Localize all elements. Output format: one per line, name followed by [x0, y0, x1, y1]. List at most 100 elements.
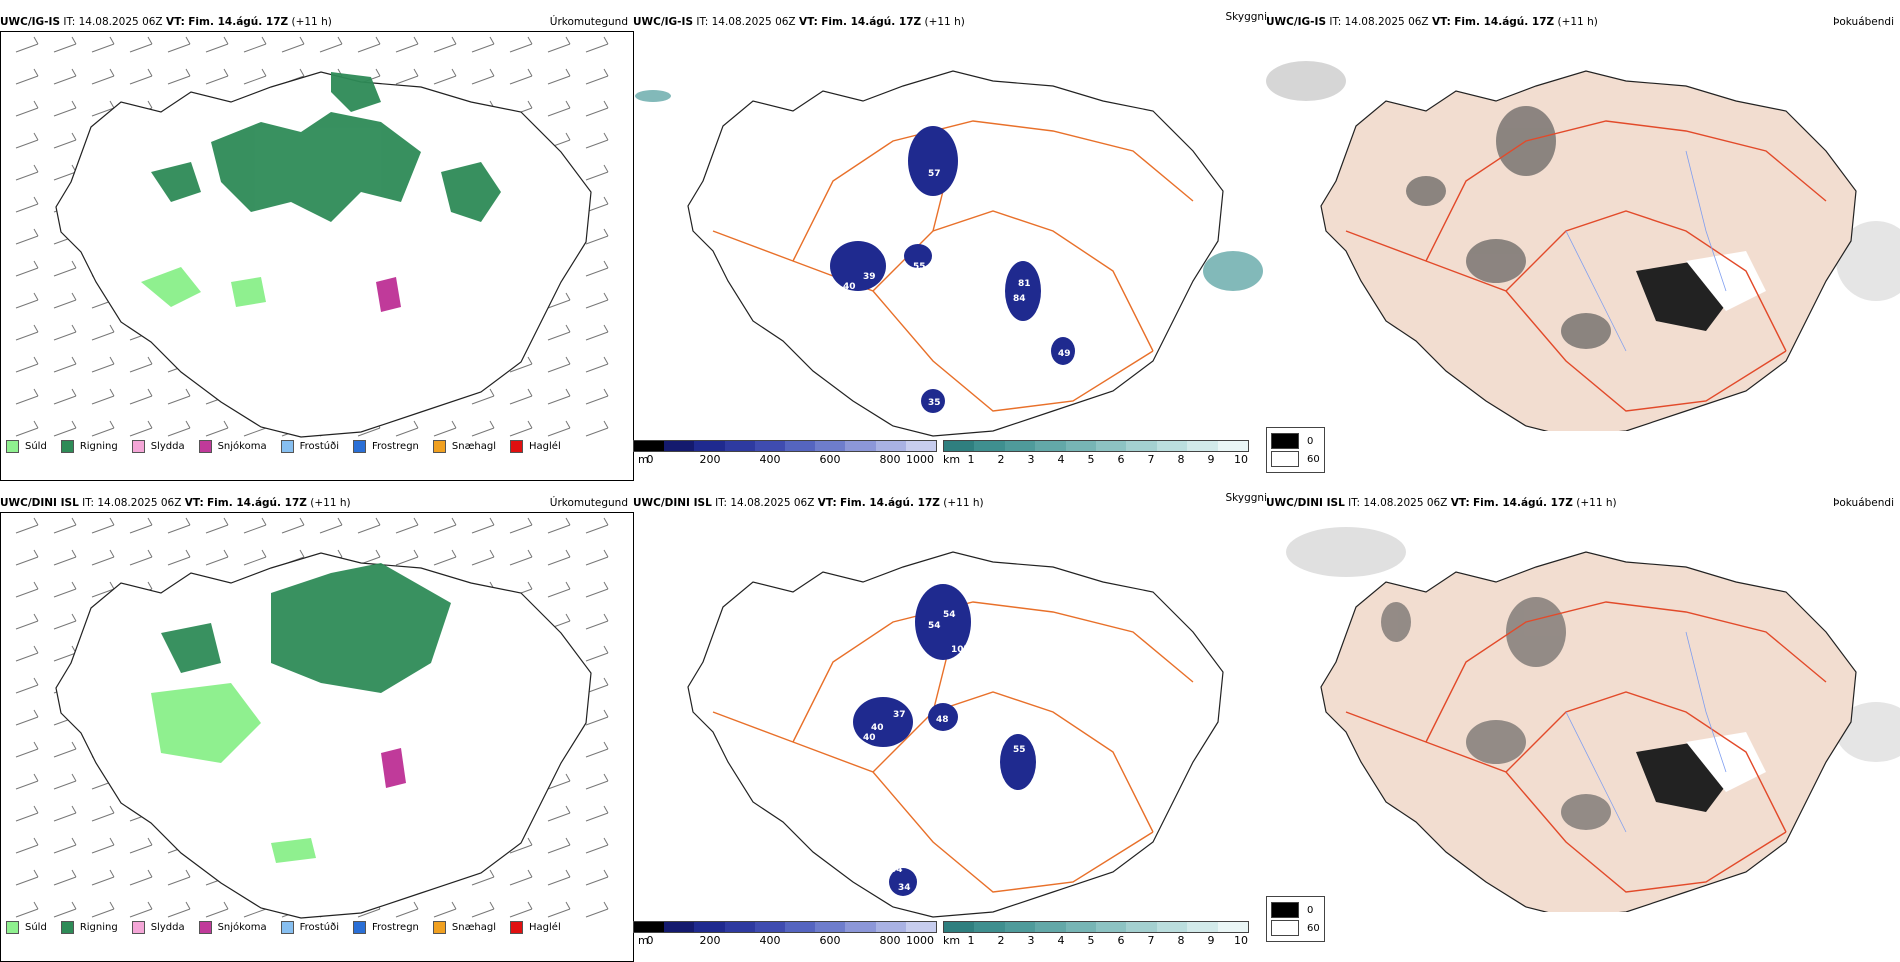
fog-indicator-label: Þokuábendi: [1833, 497, 1894, 509]
legend-item: Snæhagl: [432, 440, 496, 453]
legend-item: Haglél: [510, 440, 561, 453]
wind-barb: [15, 36, 39, 53]
wind-barb: [205, 36, 229, 53]
wind-barb: [319, 517, 343, 534]
wind-barb: [53, 517, 77, 534]
wind-barb: [15, 773, 39, 790]
wind-barb: [395, 517, 419, 534]
ceiling-colorbar: [633, 921, 937, 933]
wind-barb: [129, 901, 153, 918]
wind-barb: [91, 549, 115, 566]
wind-barb: [53, 388, 77, 405]
wind-barb: [585, 420, 609, 437]
wind-barb: [395, 901, 419, 918]
wind-barb: [547, 549, 571, 566]
fog-panel-top: UWC/IG-IS IT: 14.08.2025 06Z VT: Fim. 14…: [1266, 15, 1900, 473]
cloud-value-label: 54: [928, 621, 941, 631]
cloud-value-label: 49: [1058, 349, 1071, 359]
legend-item: Frostúði: [280, 440, 339, 453]
legend-item: Slydda: [131, 921, 185, 934]
wind-barb: [547, 773, 571, 790]
wind-barb: [15, 68, 39, 85]
wind-barb: [547, 837, 571, 854]
wind-barb: [585, 292, 609, 309]
low-cloud-areas: [853, 584, 1036, 896]
wind-barb: [53, 837, 77, 854]
legend-item: Rigning: [60, 440, 118, 453]
cloud-map: 54 54 107 37 40 40 48 55 54 34: [687, 551, 1224, 918]
wind-barb: [585, 741, 609, 758]
precip-legend: Súld Rigning Slydda Snjókoma Frostúði Fr…: [6, 921, 561, 934]
wind-barb: [547, 292, 571, 309]
wind-barb: [585, 164, 609, 181]
wind-barb: [585, 549, 609, 566]
cloud-value-label: 54: [890, 865, 903, 875]
wind-barb: [509, 68, 533, 85]
legend-item: Rigning: [60, 921, 118, 934]
legend-swatch: [60, 921, 74, 934]
legend-swatch: [280, 440, 294, 453]
glacier-white: [1686, 251, 1766, 311]
wind-barb: [15, 837, 39, 854]
precip-type-label: Úrkomutegund: [549, 16, 628, 28]
wind-barb: [281, 517, 305, 534]
precip-legend: Súld Rigning Slydda Snjókoma Frostúði Fr…: [6, 440, 561, 453]
wind-barb: [547, 581, 571, 598]
wind-barb: [509, 837, 533, 854]
panel-title: UWC/IG-IS IT: 14.08.2025 06Z VT: Fim. 14…: [0, 16, 332, 28]
legend-item: Frostregn: [353, 440, 419, 453]
wind-barb: [53, 36, 77, 53]
wind-barb: [585, 132, 609, 149]
legend-swatch: [6, 440, 19, 453]
cloud-value-label: 39: [863, 272, 876, 282]
wind-barb: [53, 773, 77, 790]
legend-swatch: [198, 440, 212, 453]
wind-barb: [319, 36, 343, 53]
wind-barb: [205, 549, 229, 566]
wind-barb: [53, 869, 77, 886]
wind-barb: [53, 68, 77, 85]
fog-legend-low: [1271, 451, 1299, 467]
wind-barb: [167, 388, 191, 405]
precip-panel-top: UWC/IG-IS IT: 14.08.2025 06Z VT: Fim. 14…: [0, 15, 634, 481]
wind-barb: [243, 36, 267, 53]
wind-barb: [15, 228, 39, 245]
wind-barb: [395, 68, 419, 85]
iceland-outline: [1320, 70, 1857, 431]
wind-barb: [91, 420, 115, 437]
roads: [1345, 601, 1827, 893]
wind-barb: [53, 613, 77, 630]
wind-barb: [129, 36, 153, 53]
wind-barb: [15, 901, 39, 918]
wind-barb: [129, 420, 153, 437]
wind-barb: [243, 549, 267, 566]
wind-barb: [15, 196, 39, 213]
wind-barb: [91, 36, 115, 53]
cloud-value-label: 40: [871, 723, 884, 733]
fog-legend-high: [1271, 902, 1299, 918]
vis-areas: [635, 90, 1263, 291]
legend-swatch: [60, 440, 74, 453]
visibility-label: Skyggni: [1225, 11, 1268, 23]
wind-barb: [585, 805, 609, 822]
wind-barb: [547, 517, 571, 534]
wind-barb: [167, 549, 191, 566]
wind-barb: [433, 36, 457, 53]
wind-barb: [471, 68, 495, 85]
wind-barb: [471, 388, 495, 405]
wind-barb: [91, 388, 115, 405]
fog-panel-bottom: UWC/DINI ISL IT: 14.08.2025 06Z VT: Fim.…: [1266, 496, 1900, 946]
wind-barb: [91, 356, 115, 373]
wind-barb: [585, 228, 609, 245]
wind-barb: [15, 549, 39, 566]
wind-barb: [15, 324, 39, 341]
wind-barb: [357, 36, 381, 53]
legend-item: Haglél: [510, 921, 561, 934]
legend-item: Snjókoma: [198, 440, 267, 453]
drizzle-areas: [151, 683, 316, 863]
wind-barb: [585, 613, 609, 630]
wind-barb: [91, 100, 115, 117]
wind-barb: [243, 68, 267, 85]
wind-barb: [15, 132, 39, 149]
wind-barb: [129, 388, 153, 405]
